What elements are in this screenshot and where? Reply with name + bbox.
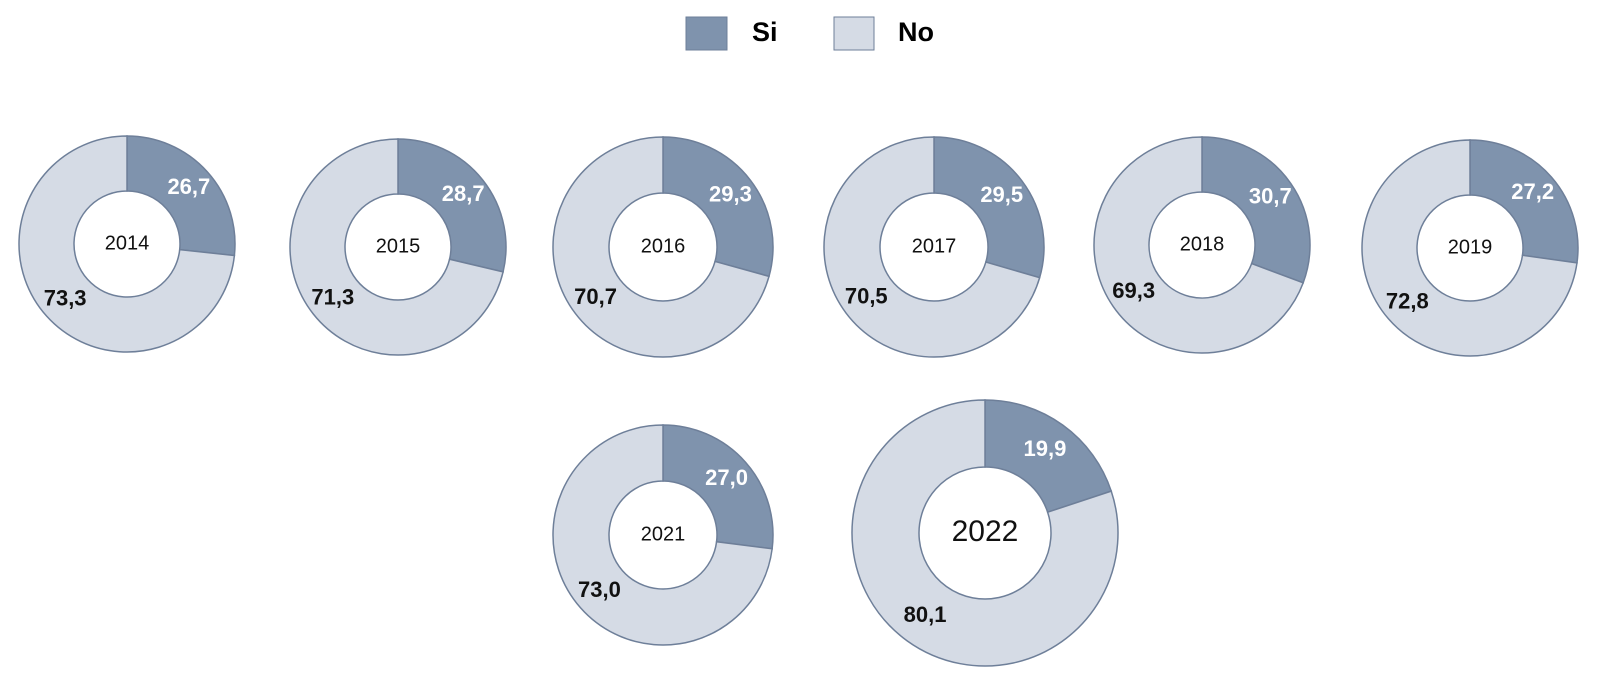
- donut-segment: [1201, 136, 1311, 284]
- value-label: 70,5: [845, 284, 888, 309]
- donut-segment: [662, 424, 774, 550]
- value-label: 73,0: [578, 577, 621, 602]
- donut-center-label: 2019: [1448, 236, 1493, 258]
- donut-segment: [552, 424, 773, 646]
- value-label: 29,5: [980, 182, 1023, 207]
- value-label: 27,2: [1511, 179, 1554, 204]
- value-label: 73,3: [44, 285, 87, 310]
- legend-label: No: [898, 17, 934, 47]
- donut-segment: [289, 138, 504, 356]
- value-label: 80,1: [904, 602, 947, 627]
- value-label: 27,0: [705, 465, 748, 490]
- value-label: 70,7: [574, 284, 617, 309]
- donut-center-label: 2022: [952, 515, 1019, 548]
- donut-segment: [397, 138, 507, 273]
- value-label: 72,8: [1386, 288, 1429, 313]
- donut-segment: [18, 135, 236, 353]
- value-label: 30,7: [1249, 183, 1292, 208]
- donut-segment: [552, 136, 770, 358]
- donut-segment: [126, 135, 236, 257]
- donut-segment: [1093, 136, 1305, 354]
- value-label: 28,7: [442, 181, 485, 206]
- value-label: 71,3: [311, 284, 354, 309]
- donut-center-label: 2017: [912, 235, 957, 257]
- donut-center-label: 2016: [641, 235, 686, 257]
- value-label: 26,7: [167, 174, 210, 199]
- donut-segment: [662, 136, 774, 278]
- value-label: 29,3: [709, 182, 752, 207]
- donut-center-label: 2014: [105, 232, 150, 254]
- donut-center-label: 2021: [641, 523, 686, 545]
- legend-label: Si: [752, 17, 778, 47]
- donut-segment: [1361, 139, 1578, 357]
- donut-segment: [1469, 139, 1579, 264]
- donut-segment: [933, 136, 1045, 279]
- value-label: 69,3: [1112, 278, 1155, 303]
- donut-segment: [984, 399, 1113, 514]
- value-label: 19,9: [1024, 436, 1067, 461]
- legend-swatch: [833, 16, 875, 51]
- donut-segment: [823, 136, 1041, 358]
- legend-swatch: [685, 16, 728, 51]
- donut-center-label: 2018: [1180, 233, 1225, 255]
- donut-center-label: 2015: [376, 235, 421, 257]
- donut-segment: [851, 399, 1119, 667]
